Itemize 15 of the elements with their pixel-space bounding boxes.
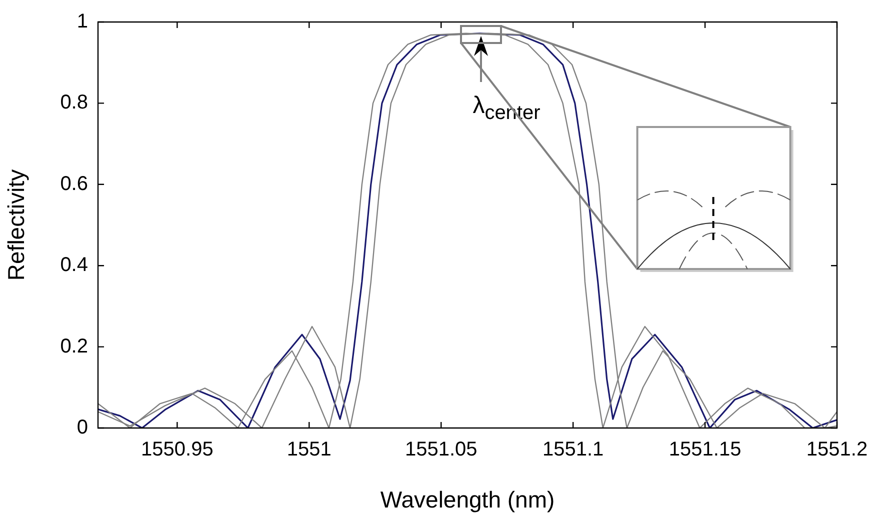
y-axis-title: Reflectivity <box>3 168 30 281</box>
x-axis-title: Wavelength (nm) <box>380 486 555 513</box>
x-tick-label: 1550.95 <box>141 438 214 461</box>
y-tick-label: 0.8 <box>60 92 88 114</box>
y-tick-label: 0.6 <box>60 172 88 195</box>
x-tick-label: 1551.05 <box>404 438 478 461</box>
y-tick-label: 0 <box>76 416 88 439</box>
y-tick-label: 0.2 <box>60 335 88 358</box>
x-tick-label: 1551 <box>286 438 332 461</box>
annotation: λ$_{center}$ <box>472 92 540 124</box>
x-tick-label: 1551.2 <box>806 438 868 461</box>
y-tick-label: 1 <box>76 10 88 33</box>
x-tick-label: 1551.15 <box>668 438 742 461</box>
y-tick-label: 0.4 <box>60 254 88 276</box>
x-tick-label: 1551.1 <box>542 438 604 461</box>
